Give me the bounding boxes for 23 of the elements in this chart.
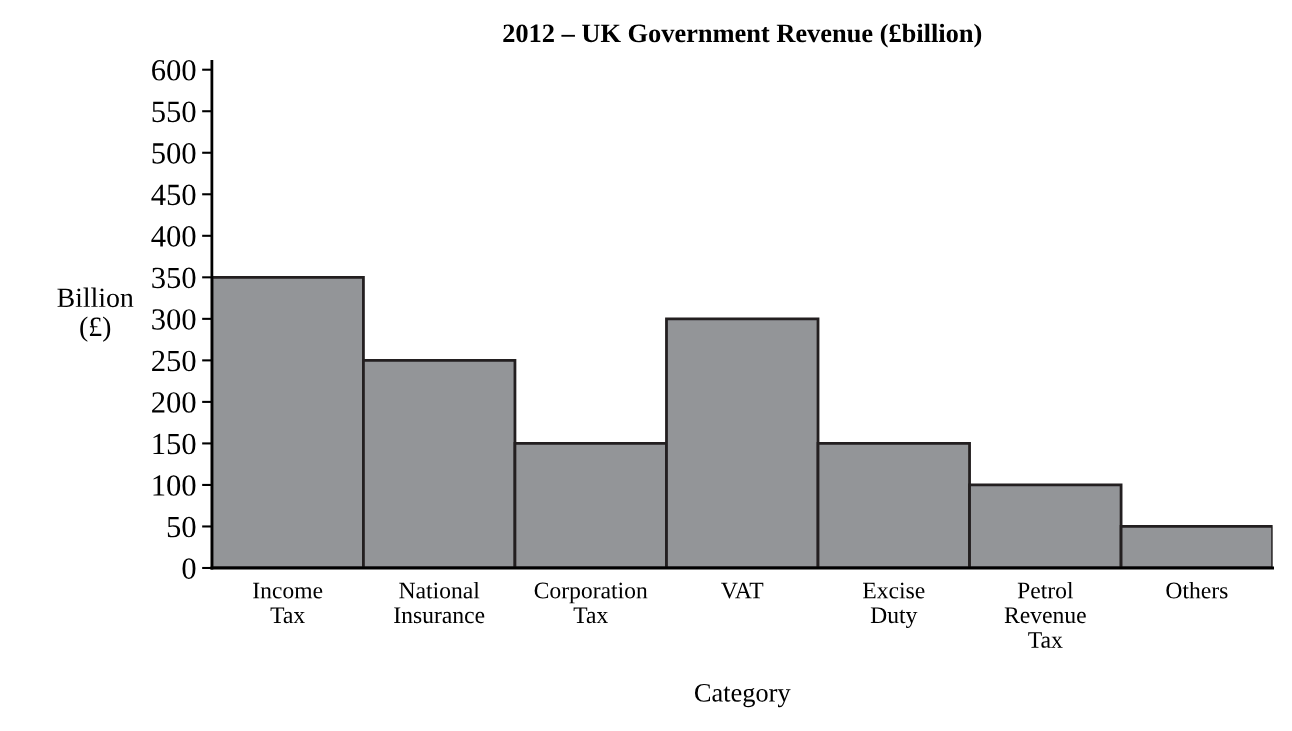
y-tick-label: 0: [182, 558, 196, 579]
y-tick-label: 50: [167, 516, 196, 538]
y-tick-label: 250: [152, 350, 196, 372]
x-tick-label: Income Tax: [253, 582, 323, 624]
y-tick-label: 500: [152, 143, 196, 164]
y-axis-title: Billion (£): [57, 287, 134, 342]
y-tick-label: 200: [152, 392, 196, 413]
y-tick-label: 550: [152, 101, 196, 123]
x-axis-title: Category: [694, 683, 791, 708]
x-tick-label: National Insurance: [394, 581, 485, 624]
y-tick-label: 450: [151, 184, 196, 206]
y-tick-label: 100: [153, 475, 196, 496]
x-tick-label: Others: [1166, 581, 1228, 599]
x-tick-label: Excise Duty: [863, 582, 925, 629]
y-tick-label: 350: [152, 267, 196, 289]
x-tick-label: Petrol Revenue Tax: [1004, 581, 1086, 648]
x-tick-label: Corporation Tax: [534, 582, 648, 624]
chart-title: 2012 – UK Government Revenue (£billion): [503, 23, 982, 48]
x-tick-label: VAT: [721, 582, 764, 599]
y-tick-label: 300: [152, 309, 196, 330]
y-tick-label: 600: [152, 59, 196, 81]
y-tick-label: 400: [151, 226, 196, 247]
y-tick-label: 150: [153, 433, 196, 455]
